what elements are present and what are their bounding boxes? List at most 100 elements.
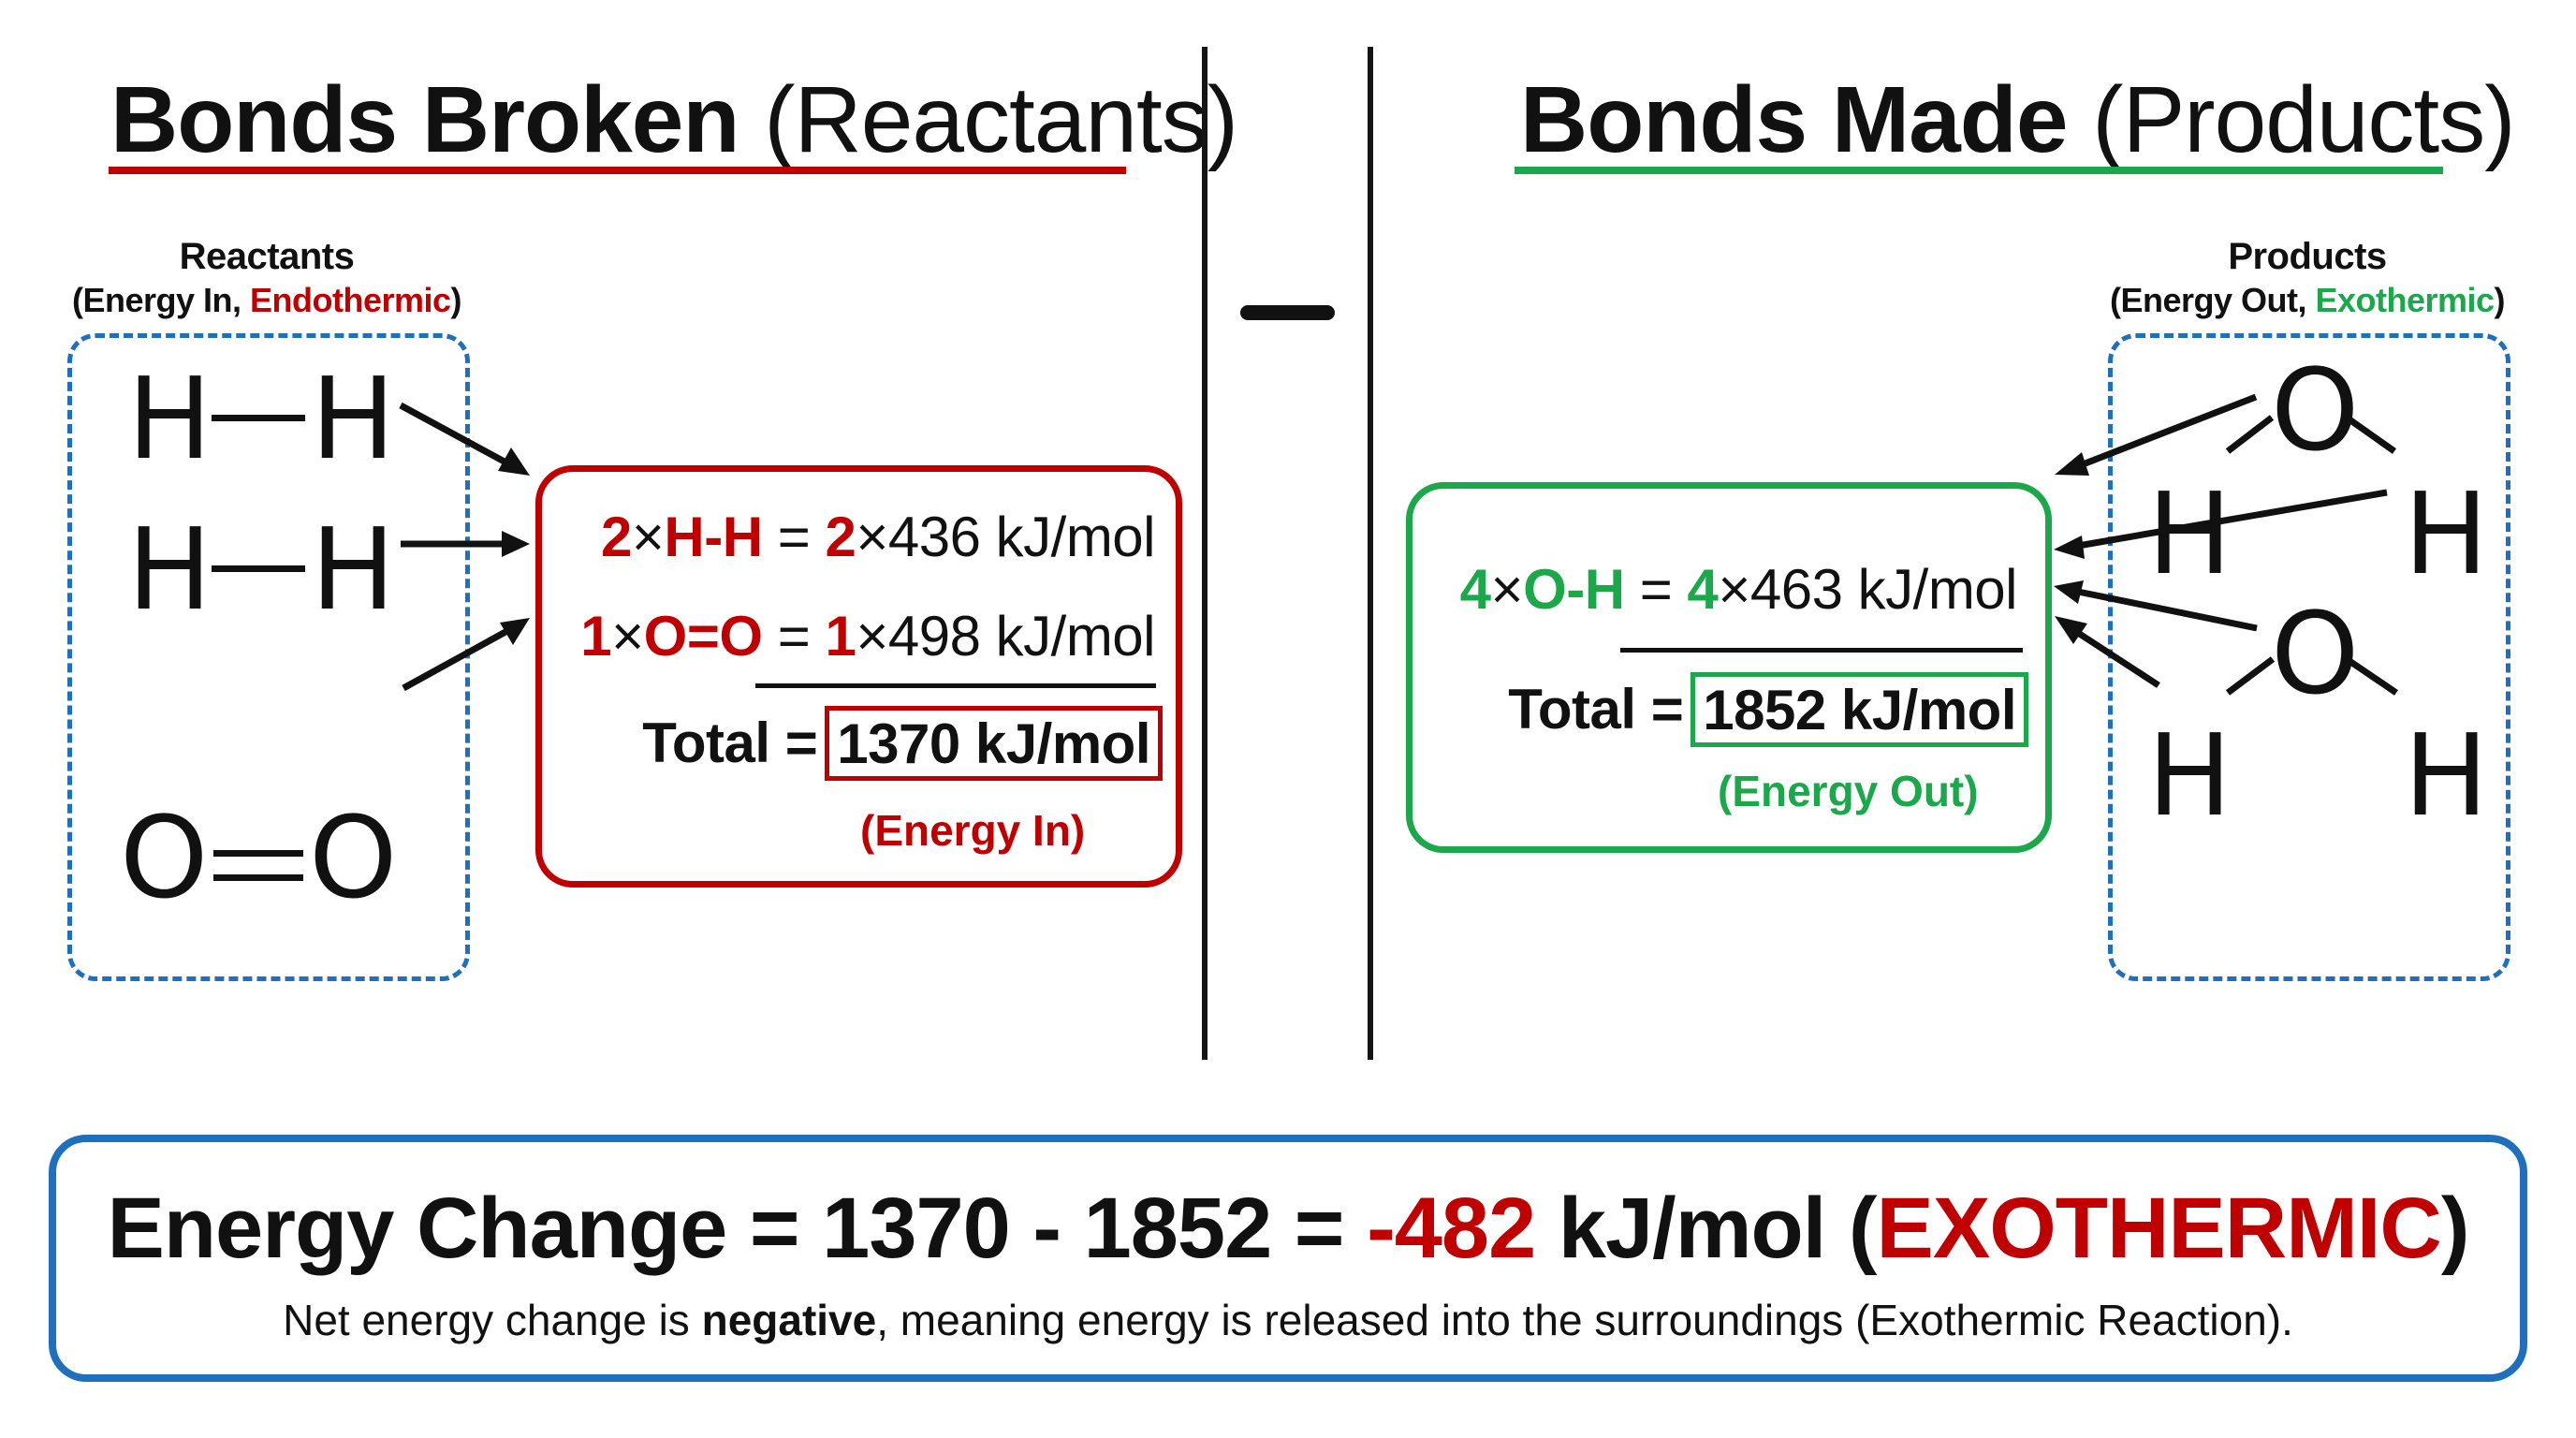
coef: 4 — [1459, 558, 1491, 621]
bond-type: O-H — [1523, 558, 1625, 621]
atom-h: H — [2404, 712, 2489, 842]
products-subtitle: (Energy Out, Exothermic) — [2073, 281, 2541, 320]
bonds-broken-underline — [109, 167, 1126, 174]
bond-type: O=O — [643, 605, 763, 668]
arrow-icon — [399, 402, 515, 470]
bond-energy: ×463 kJ/mol — [1718, 558, 2017, 621]
arrow-icon — [2076, 393, 2258, 470]
bond-energy: ×436 kJ/mol — [856, 506, 1155, 568]
paren-open: ( — [2109, 281, 2121, 319]
reactants-box — [67, 333, 470, 981]
bonds-broken-title-bold: Bonds Broken — [110, 67, 739, 172]
reactant-arrows — [399, 402, 530, 692]
atom-o: O — [2271, 590, 2360, 720]
atom-h: H — [127, 506, 212, 636]
atom-h: H — [2404, 470, 2489, 600]
note-text: , meaning energy is released into the su… — [876, 1296, 2293, 1344]
energy-change-result: -482 — [1367, 1181, 1536, 1276]
note-emphasis: negative — [701, 1296, 877, 1344]
arrowhead-icon — [2055, 616, 2087, 644]
arrowhead-icon — [500, 618, 530, 645]
bonds-broken-title: Bonds Broken (Reactants) — [110, 73, 1238, 167]
arrowhead-icon — [498, 448, 530, 476]
bond-energy: ×498 kJ/mol — [856, 605, 1155, 668]
note-text: Net energy change is — [283, 1296, 702, 1344]
molecule-h2o-1: O H H — [2144, 356, 2499, 599]
atom-o: O — [309, 794, 398, 924]
bonds-made-underline — [1515, 167, 2443, 174]
energy-change-note: Net energy change is negative, meaning e… — [56, 1295, 2520, 1345]
total-label: Total = — [642, 712, 818, 774]
bonds-broken-title-normal: (Reactants) — [764, 67, 1238, 172]
bonds-made-title-normal: (Products) — [2092, 67, 2515, 172]
paren-close: ) — [2440, 1181, 2470, 1276]
reactants-energy-in: Energy In, — [82, 281, 250, 319]
total-value: 1852 kJ/mol — [1690, 672, 2028, 747]
equals: = — [762, 605, 826, 668]
coef: 1 — [580, 605, 612, 668]
total-value: 1370 kJ/mol — [825, 706, 1163, 781]
bonds-made-calculation: 4×O-H = 4×463 kJ/mol Total = 1852 kJ/mol… — [1406, 482, 2052, 853]
paren-close: ) — [2494, 281, 2506, 319]
energy-out-note: (Energy Out) — [1718, 767, 1979, 815]
single-bond — [212, 565, 305, 572]
equation-oo: 1×O=O = 1×498 kJ/mol — [580, 609, 1155, 665]
oh-bond — [2225, 415, 2275, 454]
equation-oh: 4×O-H = 4×463 kJ/mol — [1460, 562, 2018, 618]
times-sign: × — [611, 605, 644, 668]
times-sign: × — [1490, 558, 1524, 621]
products-energy-out: Energy Out, — [2120, 281, 2316, 319]
oh-bond — [2345, 656, 2398, 696]
coef: 2 — [601, 506, 632, 568]
products-exothermic: Exothermic — [2315, 281, 2495, 319]
paren-open: ( — [71, 281, 83, 319]
reactants-label: Reactants — [179, 236, 355, 277]
arrow-icon — [2076, 630, 2160, 688]
energy-change-unit: kJ/mol ( — [1535, 1181, 1878, 1276]
atom-h: H — [2147, 712, 2232, 842]
double-bond-top — [213, 850, 303, 857]
atom-h: H — [311, 506, 396, 636]
atom-o: O — [120, 794, 209, 924]
divider-right — [1368, 47, 1373, 1060]
total-row: Total = 1852 kJ/mol — [1508, 672, 2028, 747]
arrow-icon — [2077, 588, 2258, 632]
product-bonds-and-arrows — [2054, 393, 2398, 696]
oh-bond — [2225, 656, 2276, 696]
paren-close: ) — [450, 281, 462, 319]
energy-change-summary: Energy Change = 1370 - 1852 = -482 kJ/mo… — [49, 1135, 2527, 1382]
minus-operator — [1240, 305, 1335, 320]
energy-change-equation: Energy Change = 1370 - 1852 = -482 kJ/mo… — [56, 1180, 2520, 1278]
arrowhead-icon — [2055, 452, 2089, 476]
atom-h: H — [2147, 470, 2232, 600]
times-sign: × — [631, 506, 665, 568]
bonds-made-title-bold: Bonds Made — [1520, 67, 2068, 172]
arrowhead-icon — [502, 531, 530, 557]
double-bond-bottom — [213, 874, 303, 881]
coef: 2 — [825, 506, 856, 568]
sum-rule — [755, 683, 1156, 688]
equals: = — [1624, 558, 1688, 621]
divider-left — [1202, 47, 1208, 1060]
molecule-h2-2: H H — [127, 506, 399, 636]
equals: = — [762, 506, 826, 568]
reactants-subtitle: (Energy In, Endothermic) — [33, 281, 501, 320]
arrowhead-icon — [2054, 536, 2085, 559]
products-label: Products — [2228, 236, 2387, 277]
molecule-h2o-2: O H H — [2144, 599, 2499, 899]
reactants-endothermic: Endothermic — [250, 281, 451, 319]
exothermic-badge: EXOTHERMIC — [1876, 1181, 2441, 1276]
arrowhead-icon — [2054, 580, 2084, 604]
atom-h: H — [311, 355, 396, 485]
oh-bond — [2344, 415, 2397, 454]
molecule-o2: O O — [120, 803, 410, 925]
atom-o: O — [2271, 346, 2360, 477]
atom-h: H — [127, 355, 212, 485]
arrow-icon — [2077, 489, 2388, 550]
coef: 1 — [825, 605, 856, 668]
molecule-h2-1: H H — [127, 360, 399, 477]
bonds-broken-calculation: 2×H-H = 2×436 kJ/mol 1×O=O = 1×498 kJ/mo… — [535, 465, 1182, 888]
bonds-made-title: Bonds Made (Products) — [1520, 73, 2516, 167]
bond-type: H-H — [664, 506, 763, 568]
single-bond — [212, 415, 305, 421]
